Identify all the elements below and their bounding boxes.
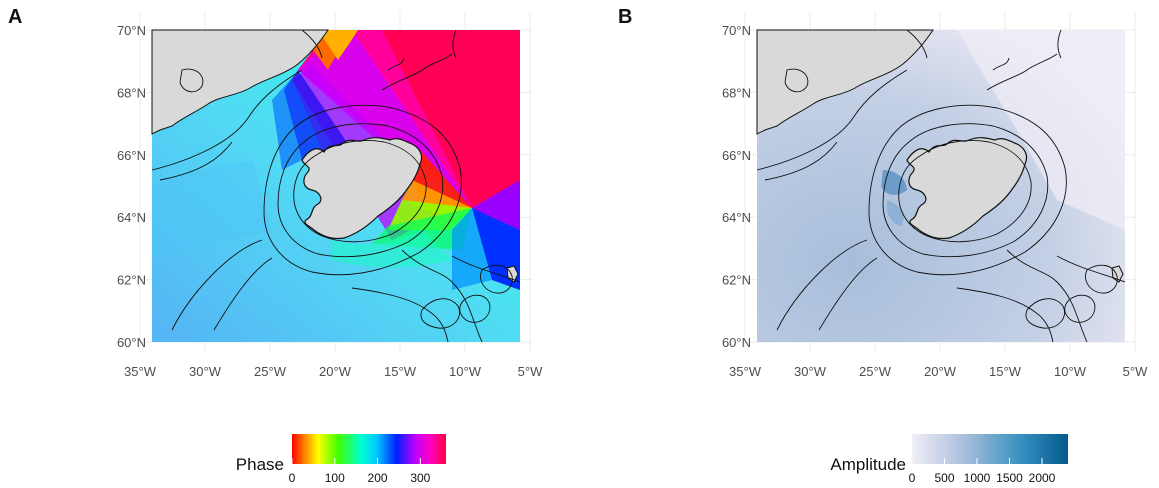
lon-tick-label: 30°W — [794, 364, 827, 379]
phase-legend-ticks: 0 100 200 300 — [289, 458, 431, 485]
amplitude-field — [756, 29, 1126, 343]
lat-tick-label: 68°N — [722, 85, 751, 100]
lon-tick-label: 20°W — [319, 364, 352, 379]
lat-tick-label: 70°N — [117, 23, 146, 38]
legend-tick-label: 300 — [410, 471, 430, 485]
lat-tick-label: 70°N — [722, 23, 751, 38]
lon-tick-label: 25°W — [254, 364, 287, 379]
amplitude-legend-title: Amplitude — [830, 455, 906, 474]
panel-label-a: A — [8, 6, 23, 28]
legend-tick-label: 2000 — [1029, 471, 1056, 485]
legend-tick-label: 500 — [934, 471, 954, 485]
lon-tick-label: 10°W — [449, 364, 482, 379]
panel-a-map — [151, 29, 521, 343]
lon-tick-label: 35°W — [124, 364, 157, 379]
lon-tick-label: 20°W — [924, 364, 957, 379]
lat-tick-label: 68°N — [117, 85, 146, 100]
lon-tick-label: 30°W — [189, 364, 222, 379]
amplitude-legend: Amplitude 0 500 1000 1500 2000 — [830, 434, 1068, 485]
legend-tick-label: 100 — [325, 471, 345, 485]
panel-label-b: B — [618, 6, 633, 28]
panel-b-map — [756, 29, 1126, 343]
lat-tick-label: 64°N — [722, 210, 751, 225]
legend-tick-label: 0 — [909, 471, 916, 485]
phase-field — [151, 29, 521, 343]
lon-tick-label: 15°W — [384, 364, 417, 379]
legend-tick-label: 1500 — [996, 471, 1023, 485]
lon-tick-label: 25°W — [859, 364, 892, 379]
lon-tick-label: 5°W — [1123, 364, 1148, 379]
lat-tick-label: 66°N — [722, 148, 751, 163]
phase-legend: Phase 0 100 200 300 — [236, 434, 446, 485]
legend-tick-label: 200 — [368, 471, 388, 485]
lat-tick-label: 60°N — [117, 335, 146, 350]
lon-tick-label: 35°W — [729, 364, 762, 379]
amplitude-legend-ticks: 0 500 1000 1500 2000 — [909, 458, 1056, 485]
lat-tick-label: 62°N — [722, 273, 751, 288]
lon-tick-label: 10°W — [1054, 364, 1087, 379]
lat-tick-label: 62°N — [117, 273, 146, 288]
lat-tick-label: 64°N — [117, 210, 146, 225]
lon-tick-label: 15°W — [989, 364, 1022, 379]
legend-tick-label: 1000 — [964, 471, 991, 485]
legend-tick-label: 0 — [289, 471, 296, 485]
lat-tick-label: 60°N — [722, 335, 751, 350]
phase-legend-title: Phase — [236, 455, 284, 474]
lon-tick-label: 5°W — [518, 364, 543, 379]
lat-tick-label: 66°N — [117, 148, 146, 163]
phase-colorbar — [292, 434, 446, 464]
amplitude-colorbar — [912, 434, 1068, 464]
